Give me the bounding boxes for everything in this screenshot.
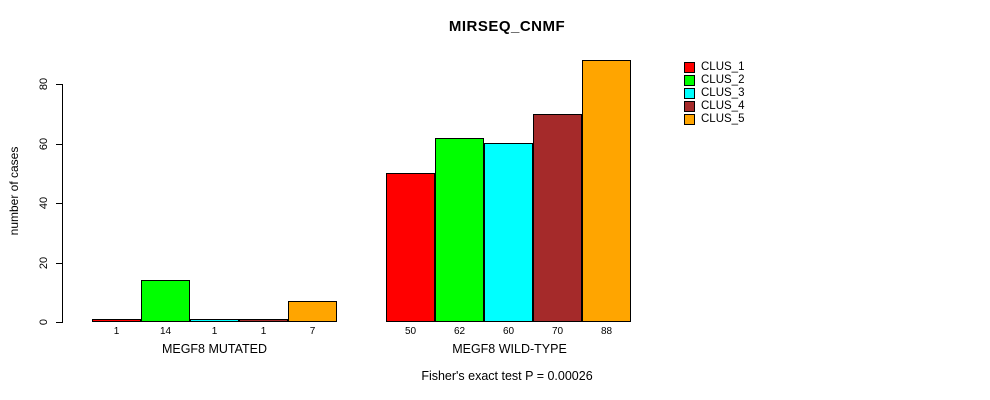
- y-tick-mark: [56, 203, 62, 204]
- bar-clus_4-megf8-wild-type: [533, 114, 582, 322]
- legend: CLUS_1 CLUS_2 CLUS_3 CLUS_4 CLUS_5: [684, 61, 744, 126]
- legend-swatch-clus-2: [684, 75, 695, 86]
- legend-item: CLUS_5: [684, 113, 744, 126]
- bar-value-label: 1: [260, 326, 267, 337]
- y-tick-label: 40: [38, 196, 50, 210]
- y-tick-label: 60: [38, 137, 50, 150]
- legend-swatch-clus-5: [684, 114, 695, 125]
- bar-value-label: 7: [309, 326, 316, 337]
- bar-clus_1-megf8-wild-type: [386, 173, 435, 322]
- bar-clus_4-megf8-mutated: [239, 319, 288, 322]
- legend-label: CLUS_1: [701, 61, 745, 73]
- legend-label: CLUS_5: [701, 113, 745, 125]
- bar-value-label: 88: [600, 326, 613, 337]
- legend-item: CLUS_1: [684, 61, 744, 74]
- group-label-megf8-mutated: MEGF8 MUTATED: [161, 342, 268, 356]
- bar-value-label: 14: [159, 326, 172, 337]
- bar-clus_5-megf8-mutated: [288, 301, 337, 322]
- bar-value-label: 60: [502, 326, 515, 337]
- legend-swatch-clus-1: [684, 62, 695, 73]
- y-tick-mark: [56, 322, 62, 323]
- bar-value-label: 50: [404, 326, 417, 337]
- group-label-megf8-wild-type: MEGF8 WILD-TYPE: [452, 342, 567, 356]
- bar-clus_3-megf8-wild-type: [484, 143, 533, 322]
- bar-clus_2-megf8-mutated: [141, 280, 190, 322]
- y-tick-label: 80: [38, 77, 50, 91]
- legend-swatch-clus-3: [684, 88, 695, 99]
- legend-label: CLUS_4: [701, 100, 745, 112]
- bar-value-label: 62: [453, 326, 466, 337]
- bar-value-label: 70: [551, 326, 564, 337]
- bar-clus_3-megf8-mutated: [190, 319, 239, 322]
- legend-swatch-clus-4: [684, 101, 695, 112]
- bar-value-label: 1: [113, 326, 120, 337]
- stat-annotation: Fisher's exact test P = 0.00026: [421, 369, 593, 383]
- legend-item: CLUS_2: [684, 74, 744, 87]
- bar-clus_5-megf8-wild-type: [582, 60, 631, 322]
- y-tick-mark: [56, 84, 62, 85]
- y-tick-label: 0: [38, 318, 50, 326]
- legend-label: CLUS_2: [701, 74, 745, 86]
- y-axis-label: number of cases: [7, 146, 21, 236]
- bar-clus_2-megf8-wild-type: [435, 138, 484, 322]
- y-tick-label: 20: [38, 256, 50, 269]
- bar-value-label: 1: [211, 326, 218, 337]
- y-tick-mark: [56, 262, 62, 264]
- chart-title: MIRSEQ_CNMF: [448, 18, 566, 35]
- legend-label: CLUS_3: [701, 87, 745, 99]
- legend-item: CLUS_3: [684, 87, 744, 100]
- bar-clus_1-megf8-mutated: [92, 319, 141, 322]
- legend-item: CLUS_4: [684, 100, 744, 113]
- y-axis-line: [62, 84, 63, 323]
- y-tick-mark: [56, 143, 62, 145]
